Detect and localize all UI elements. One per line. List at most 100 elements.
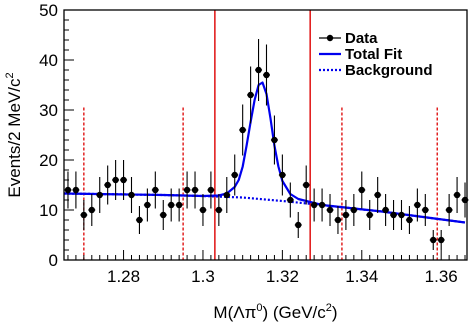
data-point-marker: [335, 217, 341, 223]
data-point-marker: [97, 192, 103, 198]
data-point: [160, 200, 167, 230]
data-point: [422, 194, 429, 226]
x-axis-title-part: ) (GeV/c: [262, 303, 326, 322]
data-point: [382, 194, 389, 226]
data-point-marker: [351, 207, 357, 213]
data-point-marker: [327, 207, 333, 213]
data-point-marker: [438, 237, 444, 243]
data-point-marker: [279, 172, 285, 178]
x-tick-label: 1.34: [345, 267, 378, 286]
data-point-marker: [216, 207, 222, 213]
data-point: [334, 206, 341, 234]
data-point-marker: [89, 207, 95, 213]
data-point-marker: [430, 237, 436, 243]
legend: Data Total Fit Background: [319, 30, 433, 79]
legend-data-marker: [327, 35, 333, 41]
data-point: [152, 172, 159, 209]
y-tick-label: 30: [39, 101, 58, 120]
data-point-marker: [168, 202, 174, 208]
data-point-marker: [271, 137, 277, 143]
data-point-marker: [239, 127, 245, 133]
data-point-marker: [382, 207, 388, 213]
data-point: [406, 206, 413, 234]
data-point: [184, 172, 191, 209]
x-axis-title-part: M(Λπ: [213, 303, 256, 322]
data-point: [319, 189, 326, 222]
data-point: [144, 189, 151, 222]
x-tick-label: 1.28: [107, 267, 140, 286]
data-point: [96, 177, 103, 213]
data-point: [303, 166, 310, 205]
data-point-marker: [81, 212, 87, 218]
data-point-marker: [144, 202, 150, 208]
data-point: [199, 194, 206, 226]
data-point-marker: [287, 197, 293, 203]
data-point: [72, 172, 79, 209]
x-axis-title-part: ): [332, 303, 338, 322]
data-point-marker: [367, 212, 373, 218]
data-point: [430, 230, 437, 250]
fit-curves: [64, 83, 465, 223]
legend-label-total-fit: Total Fit: [345, 46, 402, 63]
y-axis-ticks: 0 10 20 30 40 50: [39, 1, 74, 270]
x-tick-label: 1.32: [266, 267, 299, 286]
y-axis-title: Events/2 MeV/c2: [4, 72, 24, 197]
data-point-marker: [176, 202, 182, 208]
background-curve: [64, 194, 465, 223]
x-axis-ticks: 1.28 1.3 1.32 1.34 1.36: [68, 250, 465, 286]
plot-frame: [64, 10, 467, 260]
data-point-marker: [414, 202, 420, 208]
data-point-marker: [73, 187, 79, 193]
data-point-marker: [112, 177, 118, 183]
data-point: [207, 172, 214, 209]
data-point-marker: [398, 212, 404, 218]
data-point: [128, 177, 135, 213]
data-point: [374, 177, 381, 213]
data-point-marker: [446, 207, 452, 213]
data-point: [327, 194, 334, 226]
data-point-marker: [120, 177, 126, 183]
data-point: [80, 200, 87, 230]
data-point-marker: [247, 92, 253, 98]
data-point-marker: [152, 187, 158, 193]
x-tick-label: 1.36: [425, 267, 458, 286]
data-point-marker: [192, 187, 198, 193]
data-point: [390, 200, 397, 230]
data-point: [192, 172, 199, 209]
data-point: [366, 200, 373, 230]
data-point-marker: [255, 67, 261, 73]
data-point-marker: [224, 192, 230, 198]
data-point: [279, 155, 286, 196]
data-point: [454, 177, 461, 213]
data-point: [176, 189, 183, 222]
data-point: [398, 200, 405, 230]
data-point: [215, 194, 222, 226]
y-axis-title-part: Events/2 MeV/c: [5, 78, 24, 198]
data-point-marker: [208, 187, 214, 193]
y-axis-title-superscript: 2: [4, 72, 16, 78]
data-point-marker: [319, 202, 325, 208]
data-point-marker: [128, 192, 134, 198]
data-point-marker: [160, 212, 166, 218]
data-point-marker: [104, 182, 110, 188]
data-point: [263, 45, 270, 106]
data-point: [136, 206, 143, 234]
data-point-marker: [406, 217, 412, 223]
data-point: [168, 189, 175, 222]
data-point-marker: [343, 212, 349, 218]
legend-entry-data: Data: [319, 30, 378, 47]
legend-entry-background: Background: [319, 62, 433, 79]
y-tick-label: 50: [39, 1, 58, 20]
y-tick-label: 40: [39, 51, 58, 70]
data-point-marker: [232, 172, 238, 178]
data-point: [88, 194, 95, 226]
legend-label-data: Data: [345, 30, 378, 47]
data-point-marker: [311, 202, 317, 208]
data-point-marker: [303, 182, 309, 188]
data-point: [358, 172, 365, 209]
data-point: [311, 189, 318, 222]
data-point-marker: [454, 192, 460, 198]
x-axis-title: M(Λπ0) (GeV/c2): [213, 302, 337, 322]
data-point: [295, 212, 302, 238]
